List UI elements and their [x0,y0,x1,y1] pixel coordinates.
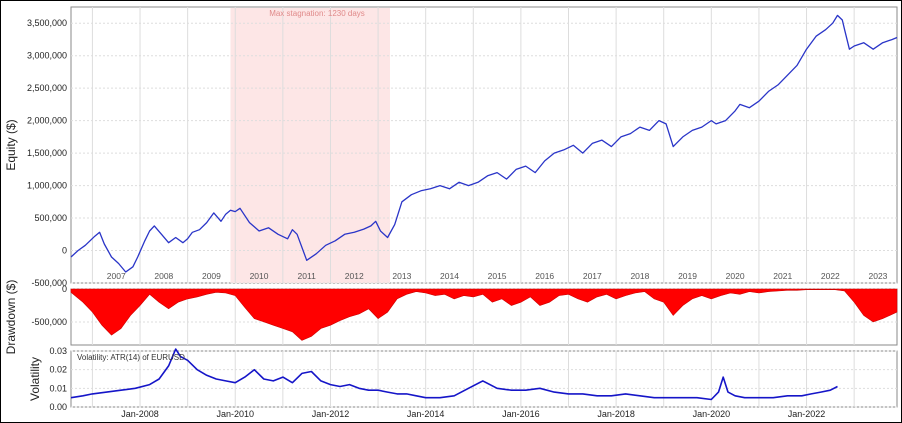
y-tick-label: 0.03 [49,346,67,356]
x-axis-date-label: Jan-2008 [121,409,159,419]
volatility-panel [70,350,898,408]
stagnation-annotation: Max stagnation: 1230 days [269,9,365,18]
x-year-label: 2013 [392,271,411,281]
x-year-label: 2016 [535,271,554,281]
x-year-label: 2011 [298,271,317,281]
drawdown-y-axis-label: Drawdown ($) [4,280,18,355]
x-year-label: 2008 [154,271,173,281]
y-tick-label: 500,000 [34,213,67,223]
x-axis-date-label: Jan-2020 [693,409,731,419]
volatility-y-axis-label: Volatility [28,357,42,401]
stagnation-shade [230,8,390,283]
equity-panel [70,6,898,284]
y-tick-label: 3,000,000 [27,51,67,61]
x-year-label: 2015 [488,271,507,281]
x-year-label: 2014 [440,271,459,281]
y-tick-label: 0 [62,284,67,294]
y-tick-label: 1,500,000 [27,148,67,158]
x-axis-date-label: Jan-2014 [407,409,445,419]
x-year-label: 2018 [630,271,649,281]
y-tick-label: 0.00 [49,402,67,412]
x-year-label: 2012 [345,271,364,281]
x-year-label: 2022 [821,271,840,281]
x-year-label: 2009 [202,271,221,281]
x-year-label: 2019 [678,271,697,281]
y-tick-label: -500,000 [31,317,67,327]
y-tick-label: 2,500,000 [27,83,67,93]
volatility-line [70,348,838,401]
x-year-label: 2023 [868,271,887,281]
x-year-label: 2010 [250,271,269,281]
x-axis-date-label: Jan-2012 [312,409,350,419]
equity-y-axis-label: Equity ($) [4,119,18,170]
x-axis-date-label: Jan-2018 [597,409,635,419]
y-tick-label: 1,000,000 [27,181,67,191]
drawdown-area [70,288,898,341]
y-tick-label: 3,500,000 [27,18,67,28]
x-axis-date-label: Jan-2016 [502,409,540,419]
y-tick-label: -500,000 [31,278,67,288]
y-tick-label: 0 [62,246,67,256]
volatility-legend: Volatility: ATR(14) of EURUSD [77,353,185,362]
y-tick-label: 0.02 [49,365,67,375]
y-tick-label: 2,000,000 [27,116,67,126]
x-year-label: 2017 [583,271,602,281]
equity-line [70,14,898,273]
x-year-label: 2020 [726,271,745,281]
x-axis-date-label: Jan-2010 [216,409,254,419]
x-year-label: 2021 [773,271,792,281]
x-axis-date-label: Jan-2022 [788,409,826,419]
y-tick-label: 0.01 [49,383,67,393]
x-year-label: 2007 [107,271,126,281]
